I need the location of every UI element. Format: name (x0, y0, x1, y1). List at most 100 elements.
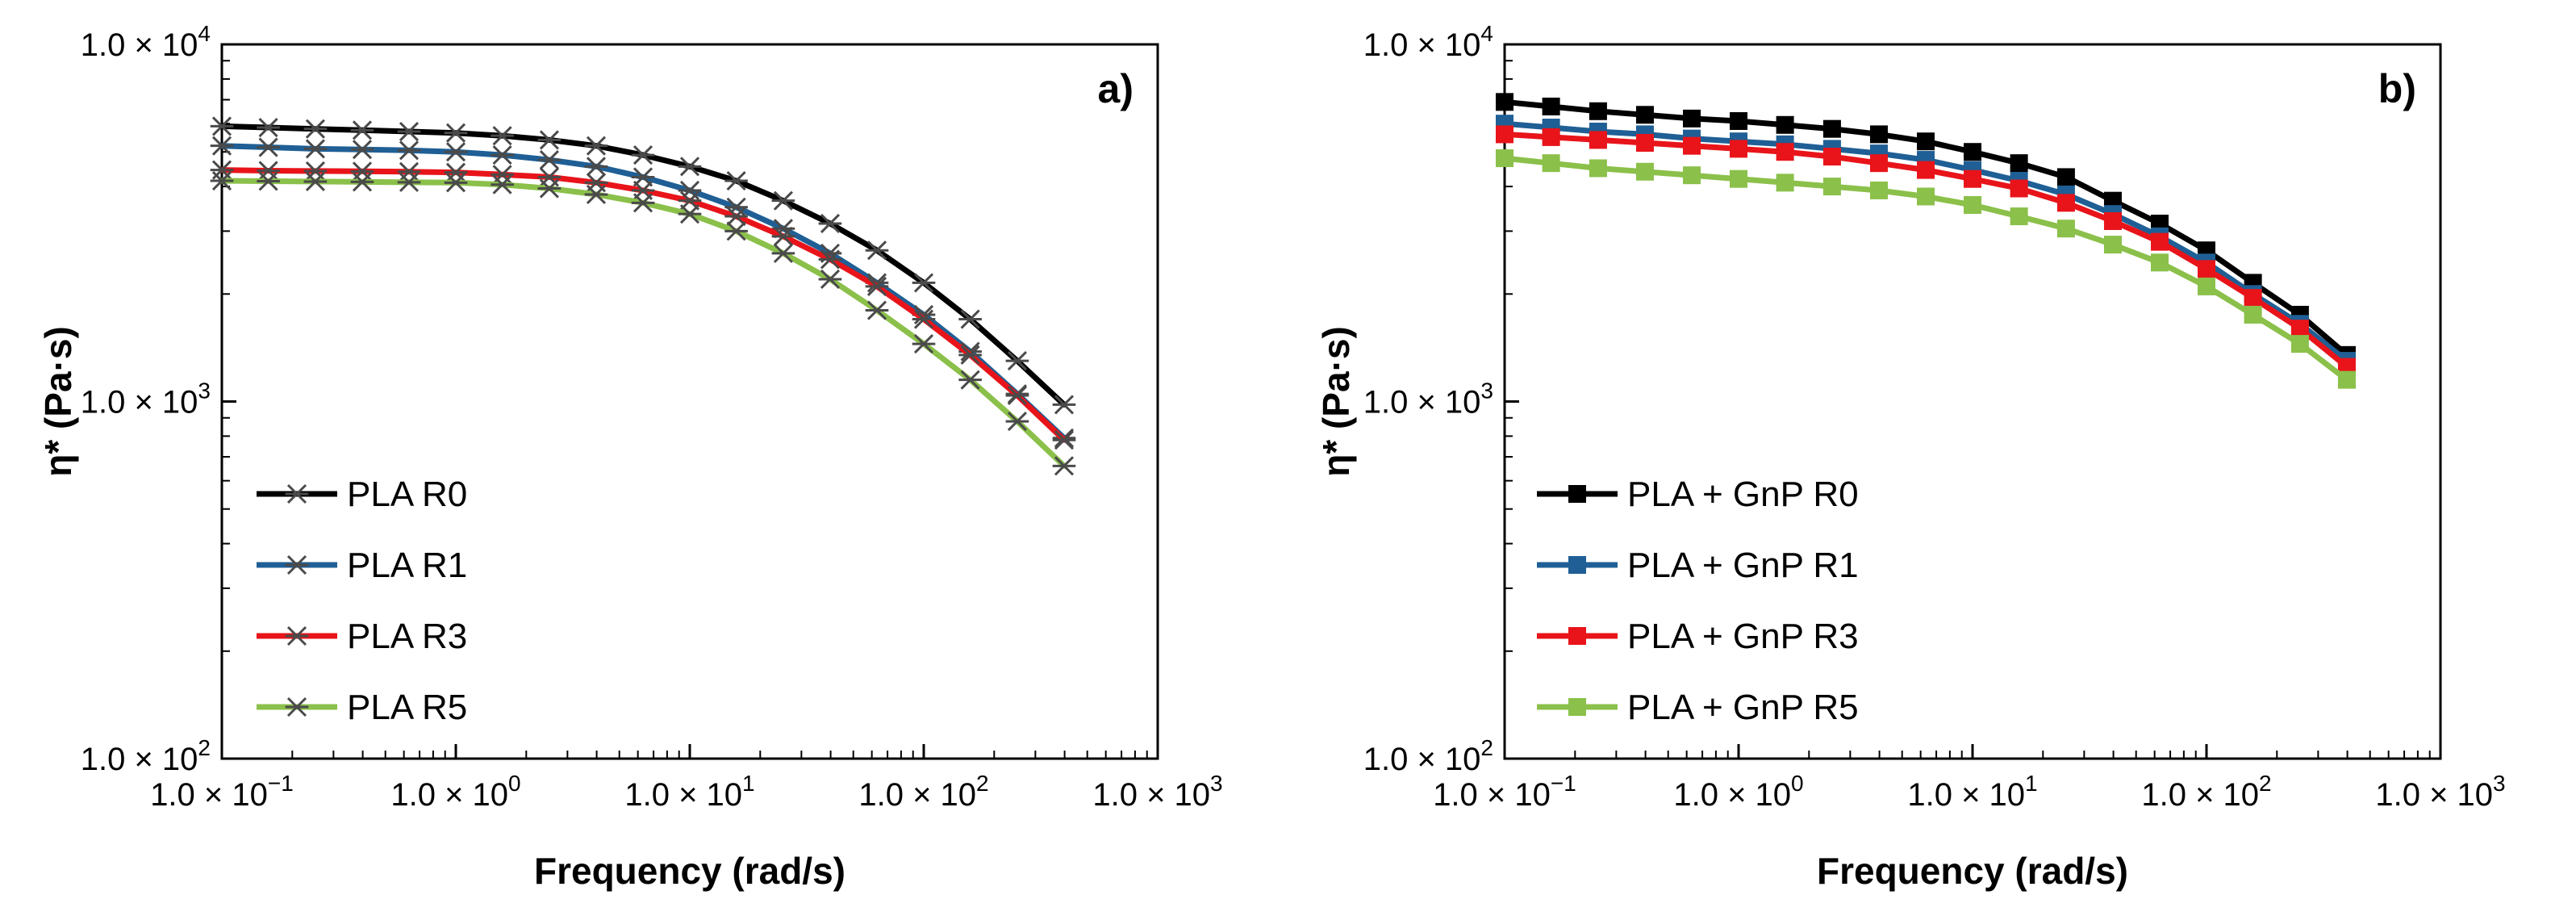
data-point (285, 554, 309, 575)
data-point (397, 172, 421, 192)
data-point (491, 126, 514, 146)
data-point (2010, 207, 2028, 226)
data-point (1730, 111, 1747, 130)
data-point (724, 206, 748, 227)
data-point (537, 178, 562, 199)
data-point (865, 241, 889, 261)
data-point (1730, 169, 1747, 188)
data-point (1568, 485, 1586, 503)
legend-label: PLA + GnP R5 (1627, 688, 1859, 727)
x-tick-mantissa: 1.0 × 10 (1092, 777, 1210, 813)
data-point (537, 167, 562, 187)
data-point (2244, 289, 2262, 307)
series-line (219, 123, 1067, 408)
x-tick-label: 1.0 × 103 (1092, 771, 1222, 813)
x-tick-exponent: 2 (976, 771, 989, 796)
data-point (303, 161, 328, 181)
data-point (444, 142, 468, 162)
data-point (1917, 132, 1935, 151)
legend-item: PLA R0 (257, 475, 467, 514)
data-point (1917, 187, 1935, 206)
data-point (724, 221, 748, 241)
series-pla-gnp-r3 (1496, 125, 2356, 376)
legend-label: PLA R0 (347, 475, 467, 514)
data-point (2290, 320, 2309, 338)
data-point (1496, 125, 1513, 144)
legend-label: PLA + GnP R1 (1627, 546, 1859, 585)
y-tick-exponent: 2 (1480, 735, 1493, 760)
data-point (444, 173, 468, 193)
x-tick-exponent: 0 (508, 771, 521, 796)
data-point (210, 116, 234, 136)
data-point (350, 120, 374, 140)
data-point (1568, 627, 1586, 645)
data-point (771, 190, 795, 211)
data-point (1589, 159, 1607, 178)
data-point (1822, 148, 1841, 166)
data-point (1568, 698, 1586, 716)
x-tick-label: 1.0 × 102 (858, 771, 988, 813)
data-point (1635, 162, 1654, 181)
data-point (350, 140, 374, 160)
data-point (2056, 194, 2075, 212)
data-point (2198, 260, 2215, 278)
data-point (2151, 232, 2169, 251)
data-point (1542, 97, 1560, 115)
data-point (1964, 196, 1981, 215)
data-point (1917, 161, 1935, 179)
data-point (257, 171, 280, 191)
legend-item: PLA + GnP R0 (1537, 475, 1859, 514)
data-point (1589, 131, 1607, 149)
data-point (2151, 253, 2169, 272)
data-point (1869, 125, 1888, 144)
data-point (2056, 220, 2075, 238)
x-tick-label: 1.0 × 101 (1907, 771, 2037, 813)
data-point (1964, 169, 1981, 188)
data-point (912, 309, 936, 329)
data-point (2337, 370, 2356, 389)
x-tick-exponent: −1 (1551, 771, 1576, 796)
data-point (397, 121, 421, 142)
y-axis-title: η* (Pa·s) (37, 326, 79, 477)
x-tick-mantissa: 1.0 × 10 (2375, 777, 2493, 813)
y-tick-exponent: 3 (198, 379, 211, 404)
data-point (1730, 140, 1747, 158)
data-point (1964, 143, 1981, 161)
data-point (958, 309, 982, 329)
data-point (537, 150, 562, 170)
x-tick-label: 1.0 × 103 (2375, 771, 2505, 813)
y-tick-label: 1.0 × 103 (1363, 379, 1493, 420)
x-tick-label: 1.0 × 100 (390, 771, 520, 813)
x-tick-label: 1.0 × 101 (624, 771, 754, 813)
data-point (2244, 305, 2262, 324)
data-point (1542, 154, 1560, 173)
legend-item: PLA R3 (257, 617, 467, 656)
data-point (303, 119, 328, 139)
data-point (584, 184, 608, 205)
data-point (678, 157, 702, 177)
x-tick-mantissa: 1.0 × 10 (1673, 777, 1791, 813)
data-point (397, 161, 421, 182)
x-tick-exponent: 1 (2025, 771, 2038, 796)
y-tick-mantissa: 1.0 × 10 (1363, 742, 1481, 777)
legend-item: PLA R1 (257, 546, 467, 585)
data-point (444, 123, 468, 143)
data-point (1542, 128, 1560, 146)
y-tick-mantissa: 1.0 × 10 (1363, 27, 1481, 63)
data-point (1589, 102, 1607, 120)
data-point (912, 334, 936, 354)
data-point (257, 117, 280, 138)
data-point (1568, 556, 1586, 574)
y-axis-title: η* (Pa·s) (1315, 326, 1357, 477)
data-point (584, 157, 608, 177)
data-point (491, 174, 514, 194)
data-point (1822, 178, 1841, 196)
series-pla-r5 (210, 170, 1076, 476)
data-point (303, 139, 328, 159)
x-tick-exponent: −1 (268, 771, 294, 796)
legend-item: PLA + GnP R3 (1537, 617, 1859, 656)
y-tick-mantissa: 1.0 × 10 (81, 742, 198, 777)
x-tick-exponent: 3 (1210, 771, 1223, 796)
data-point (1005, 412, 1029, 432)
data-point (1635, 134, 1654, 153)
